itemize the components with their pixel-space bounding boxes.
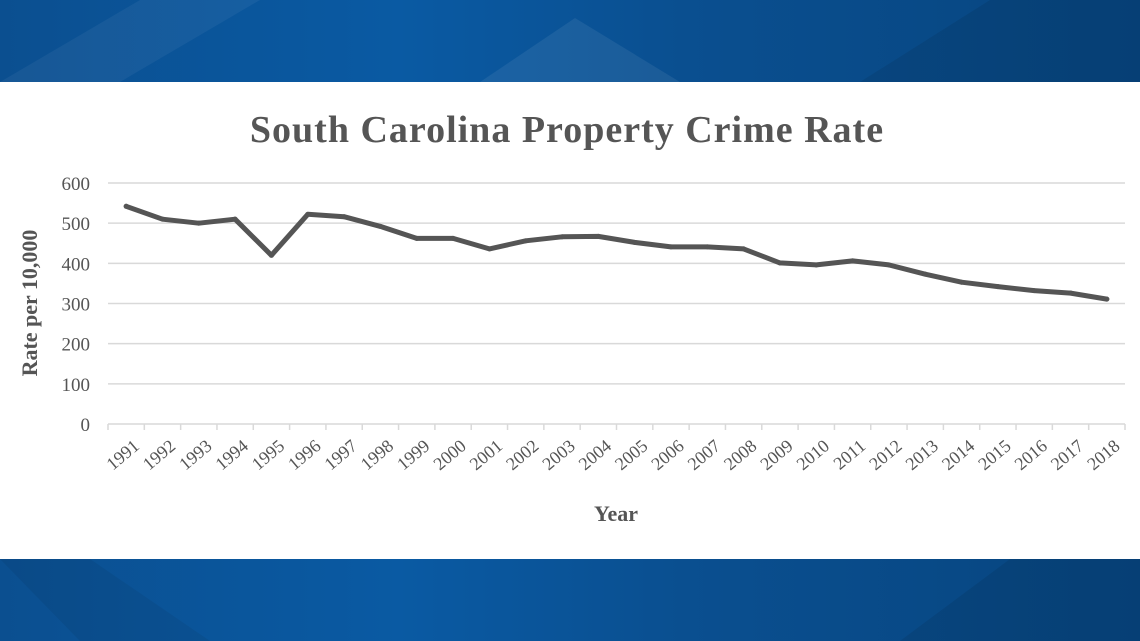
chart-panel: South Carolina Property Crime Rate 0 100 2… (0, 82, 1140, 559)
x-tick-label: 1993 (175, 436, 215, 474)
data-point (450, 235, 456, 241)
banner-decoration (0, 559, 1140, 641)
data-point (922, 271, 928, 277)
x-tick-label: 1996 (284, 436, 324, 474)
x-tick-label: 2002 (502, 436, 542, 474)
x-tick-label: 2009 (756, 436, 796, 474)
data-point (159, 216, 165, 222)
line-chart: South Carolina Property Crime Rate 0 100 2… (17, 109, 1126, 526)
y-tick-label: 0 (81, 415, 91, 436)
data-point (850, 258, 856, 264)
x-tick-label: 2011 (829, 436, 869, 474)
y-tick-label: 200 (62, 335, 91, 356)
x-tick-labels: 1991199219931994199519961997199819992000… (103, 424, 1126, 474)
y-axis-label: Rate per 10,000 (17, 230, 42, 377)
data-point (268, 252, 274, 258)
banner-decoration (0, 0, 1140, 82)
x-tick-label: 1997 (320, 436, 360, 474)
data-point (523, 238, 529, 244)
x-tick-label: 2007 (684, 436, 724, 474)
y-tick-label: 400 (62, 254, 91, 275)
x-axis-label: Year (594, 501, 638, 526)
x-tick-label: 2004 (575, 436, 615, 474)
x-tick-label: 2017 (1047, 436, 1087, 474)
data-point (341, 214, 347, 220)
chart-title: South Carolina Property Crime Rate (250, 109, 884, 151)
data-point (886, 262, 892, 268)
x-tick-label: 1999 (393, 436, 433, 474)
series-line (123, 203, 1110, 302)
data-point (305, 211, 311, 217)
x-tick-label: 2005 (611, 436, 651, 474)
x-tick-label: 2018 (1083, 436, 1123, 474)
x-tick-label: 1991 (103, 436, 143, 474)
y-tick-label: 100 (62, 375, 91, 396)
x-tick-label: 2012 (865, 436, 905, 474)
y-tick-labels: 0 100 200 300 400 500 600 (62, 174, 91, 436)
data-point (777, 260, 783, 266)
x-tick-label: 1994 (211, 436, 251, 474)
data-point (741, 246, 747, 252)
x-tick-label: 2015 (974, 436, 1014, 474)
x-tick-label: 2001 (466, 436, 506, 474)
data-point (414, 235, 420, 241)
data-point (1068, 290, 1074, 296)
x-tick-label: 1995 (248, 436, 288, 474)
x-tick-label: 2010 (793, 436, 833, 474)
data-point (377, 223, 383, 229)
data-point (959, 279, 965, 285)
data-point (595, 233, 601, 239)
series-lines (123, 203, 1110, 302)
x-tick-label: 2003 (538, 436, 578, 474)
x-tick-label: 2008 (720, 436, 760, 474)
data-point (486, 246, 492, 252)
data-point (668, 244, 674, 250)
data-point (1104, 296, 1110, 302)
gridlines (108, 182, 1125, 425)
bottom-banner (0, 559, 1140, 641)
y-tick-label: 600 (62, 174, 91, 195)
data-point (813, 262, 819, 268)
x-tick-label: 2006 (647, 436, 687, 474)
x-tick-label: 2013 (902, 436, 942, 474)
data-point (1031, 288, 1037, 294)
top-banner (0, 0, 1140, 82)
data-point (995, 284, 1001, 290)
y-tick-label: 500 (62, 214, 91, 235)
data-point (123, 203, 129, 209)
data-point (704, 244, 710, 250)
data-point (559, 234, 565, 240)
x-tick-label: 1998 (357, 436, 397, 474)
x-tick-label: 2016 (1011, 436, 1051, 474)
x-tick-label: 2000 (429, 436, 469, 474)
y-tick-label: 300 (62, 295, 91, 316)
x-tick-label: 2014 (938, 436, 978, 474)
data-point (196, 220, 202, 226)
data-point (632, 239, 638, 245)
x-tick-label: 1992 (139, 436, 179, 474)
data-point (232, 216, 238, 222)
